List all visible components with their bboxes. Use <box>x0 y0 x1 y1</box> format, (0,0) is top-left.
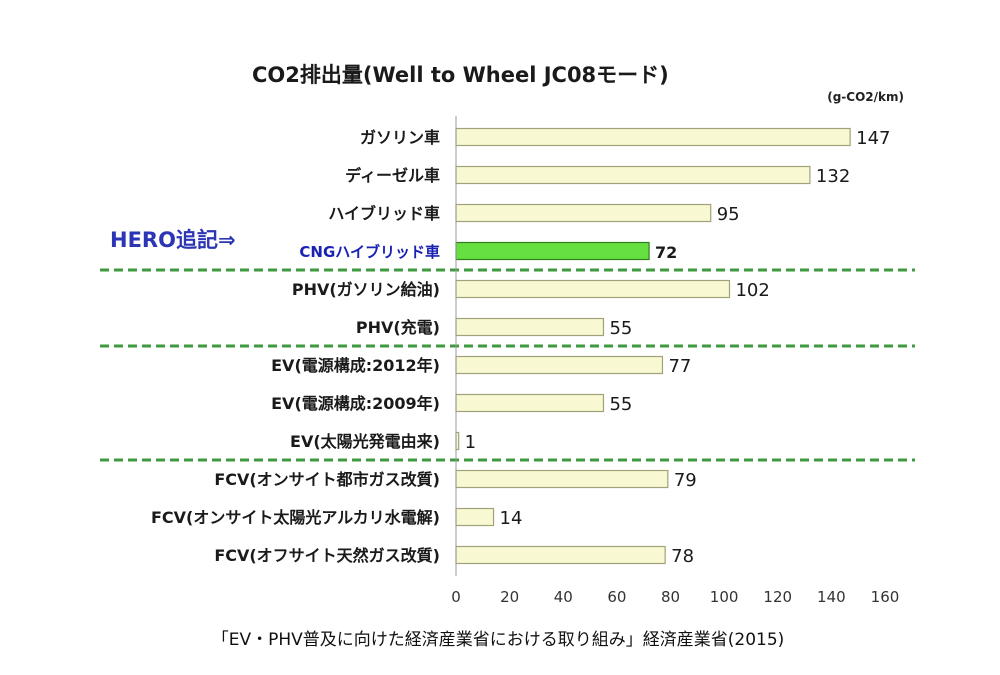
x-tick-labels: 0 20 40 60 80 100 120 140 160 <box>451 588 899 606</box>
category-label-6: EV(電源構成:2012年) <box>271 356 440 375</box>
bar-3 <box>455 241 650 261</box>
x-tick-2: 40 <box>554 588 573 606</box>
category-label-3: CNGハイブリッド車 <box>299 243 440 261</box>
bar-9 <box>455 469 669 489</box>
value-label-2: 95 <box>717 204 740 225</box>
category-label-2: ハイブリッド車 <box>328 204 440 223</box>
value-label-3: 72 <box>655 243 677 262</box>
category-label-0: ガソリン車 <box>360 128 440 147</box>
category-label-8: EV(太陽光発電由来) <box>290 432 440 451</box>
value-label-6: 77 <box>668 356 691 377</box>
x-tick-3: 60 <box>607 588 626 606</box>
group-dividers <box>100 268 915 462</box>
category-label-11: FCV(オフサイト天然ガス改質) <box>214 546 440 565</box>
unit-label: (g-CO2/km) <box>827 90 904 104</box>
value-label-7: 55 <box>609 394 632 415</box>
bar-7 <box>455 393 605 413</box>
bar-1 <box>455 165 811 185</box>
category-label-4: PHV(ガソリン給油) <box>292 280 440 299</box>
x-tick-5: 100 <box>710 588 739 606</box>
value-label-11: 78 <box>671 546 694 567</box>
bar-10 <box>455 507 495 527</box>
source-citation: 「EV・PHV普及に向けた経済産業省における取り組み」経済産業省(2015) <box>212 630 785 650</box>
x-tick-6: 120 <box>763 588 792 606</box>
chart-title: CO2排出量(Well to Wheel JC08モード) <box>252 63 669 87</box>
bar-4 <box>455 279 731 299</box>
category-label-9: FCV(オンサイト都市ガス改質) <box>214 470 440 489</box>
category-label-10: FCV(オンサイト太陽光アルカリ水電解) <box>151 508 440 527</box>
value-label-9: 79 <box>674 470 697 491</box>
category-label-1: ディーゼル車 <box>345 166 440 185</box>
bar-11 <box>455 545 666 565</box>
value-label-1: 132 <box>816 166 850 187</box>
x-tick-4: 80 <box>661 588 680 606</box>
bar-5 <box>455 317 605 337</box>
bar-2 <box>455 203 712 223</box>
x-tick-7: 140 <box>817 588 846 606</box>
value-label-0: 147 <box>856 128 890 149</box>
bars <box>455 127 851 565</box>
value-labels: 147 132 95 72 102 55 77 55 1 79 14 78 <box>465 128 891 567</box>
x-tick-8: 160 <box>871 588 900 606</box>
bar-6 <box>455 355 664 375</box>
x-tick-0: 0 <box>451 588 461 606</box>
hero-annotation: HERO追記⇒ <box>110 228 236 252</box>
value-label-8: 1 <box>465 432 476 453</box>
category-label-7: EV(電源構成:2009年) <box>271 394 440 413</box>
x-tick-1: 20 <box>500 588 519 606</box>
value-label-4: 102 <box>735 280 769 301</box>
bar-0 <box>455 127 851 147</box>
category-label-5: PHV(充電) <box>356 318 440 337</box>
value-label-10: 14 <box>500 508 523 529</box>
value-label-5: 55 <box>609 318 632 339</box>
